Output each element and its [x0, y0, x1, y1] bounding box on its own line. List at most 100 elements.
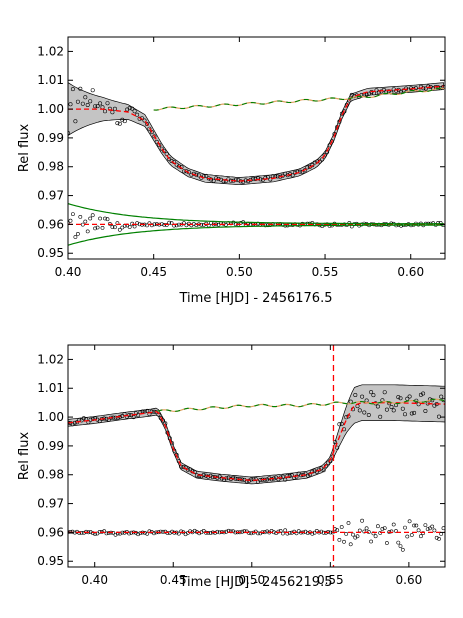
top-light-curve-panel: 0.40 0.45 0.50 0.55 0.60 1.02 1.01 1.00 0.99 0.98… [17, 36, 446, 306]
x-tick-label: 0.45 [140, 265, 167, 279]
residual-data-point [430, 524, 435, 529]
residual-data-point [71, 212, 75, 217]
flux-data-point [290, 173, 295, 178]
residual-data-point [421, 531, 426, 536]
flux-data-point [391, 408, 396, 413]
residual-data-point [253, 529, 258, 534]
residual-data-point [158, 529, 163, 534]
flux-data-point [339, 421, 344, 426]
residual-data-point [169, 221, 174, 226]
flux-data-point [374, 88, 379, 93]
residual-data-point [91, 531, 95, 536]
residual-upper-band [68, 203, 444, 225]
residual-data-point [346, 521, 351, 525]
residual-data-point [70, 529, 75, 534]
flux-data-point [371, 393, 376, 398]
flux-data-point [439, 394, 444, 399]
residual-data-point [130, 221, 135, 226]
flux-data-point [349, 92, 354, 97]
flux-data-point [364, 92, 369, 97]
residual-data-point [105, 217, 110, 222]
flux-data-point [130, 106, 135, 111]
flux-data-point [360, 394, 365, 399]
residual-data-point [145, 223, 149, 228]
flux-data-point [402, 412, 407, 417]
y-tick-label: 0.97 [37, 497, 64, 511]
flux-data-point [204, 173, 209, 178]
residual-data-point [418, 534, 423, 539]
residual-data-point [342, 539, 346, 544]
residual-data-point [409, 533, 414, 537]
residual-data-point [161, 529, 165, 534]
residual-data-point [337, 538, 342, 542]
flux-data-point [416, 88, 421, 93]
top-plot-area [68, 82, 445, 246]
flux-data-point [353, 392, 358, 397]
residual-data-point [362, 529, 367, 534]
flux-data-point [75, 99, 80, 104]
y-tick-label: 0.99 [37, 439, 64, 453]
residual-data-point [355, 534, 360, 539]
flux-data-point [280, 474, 285, 479]
x-tick-label: 0.60 [397, 265, 424, 279]
flux-data-point [122, 119, 127, 124]
residual-data-point [136, 532, 141, 537]
x-tick-label: 0.50 [226, 265, 253, 279]
flux-data-point [398, 396, 403, 401]
residual-data-point [339, 525, 344, 529]
top-x-axis-label: Time [HJD] - 2456176.5 [179, 291, 333, 306]
residual-data-point [110, 225, 115, 229]
flux-data-point [310, 163, 315, 168]
flux-data-point [188, 467, 193, 472]
flux-data-point [93, 104, 98, 109]
flux-data-point [170, 441, 175, 446]
residual-data-point [423, 523, 428, 528]
flux-data-point [176, 459, 181, 464]
flux-data-point [268, 177, 273, 182]
flux-data-point [152, 134, 157, 139]
residual-data-point [391, 522, 396, 527]
residual-data-point [403, 525, 407, 530]
residual-data-point [425, 527, 430, 532]
flux-data-point [337, 119, 342, 124]
flux-data-point [78, 86, 83, 91]
top-axes-frame [67, 36, 446, 260]
flux-data-point [217, 474, 222, 479]
flux-data-point [342, 109, 347, 114]
flux-data-point [115, 121, 120, 126]
flux-data-point [167, 157, 172, 162]
flux-data-point [246, 179, 251, 184]
bottom-axes-frame [67, 344, 446, 568]
residual-data-point [78, 214, 83, 219]
x-tick-label: 0.45 [160, 573, 187, 587]
flux-data-point [135, 112, 140, 117]
flux-data-point [112, 106, 117, 111]
flux-data-point [401, 88, 406, 93]
residual-data-point [384, 541, 389, 545]
flux-data-point [70, 87, 75, 92]
flux-data-point [215, 475, 220, 480]
residual-data-point [427, 526, 432, 531]
flux-data-point [149, 409, 154, 414]
model-uncertainty-envelope [68, 82, 444, 186]
flux-data-point [97, 419, 102, 424]
x-tick-label: 0.40 [55, 265, 82, 279]
y-tick-label: 0.95 [37, 246, 64, 260]
flux-data-point [253, 177, 258, 182]
flux-data-point [85, 103, 90, 108]
flux-data-point [396, 395, 401, 400]
flux-data-point [88, 99, 93, 104]
flux-data-point [307, 472, 312, 477]
flux-data-point [73, 119, 78, 124]
x-tick-label: 0.40 [81, 573, 108, 587]
residual-data-point [437, 537, 441, 541]
y-tick-label: 1.02 [37, 352, 64, 366]
residual-data-point [176, 531, 181, 536]
residual-data-point [192, 528, 197, 533]
flux-data-point [305, 473, 310, 478]
flux-data-point [321, 468, 326, 473]
residual-data-point [88, 216, 93, 221]
residual-data-point [375, 524, 380, 529]
residual-data-point [249, 531, 254, 536]
flux-data-point [159, 146, 164, 151]
